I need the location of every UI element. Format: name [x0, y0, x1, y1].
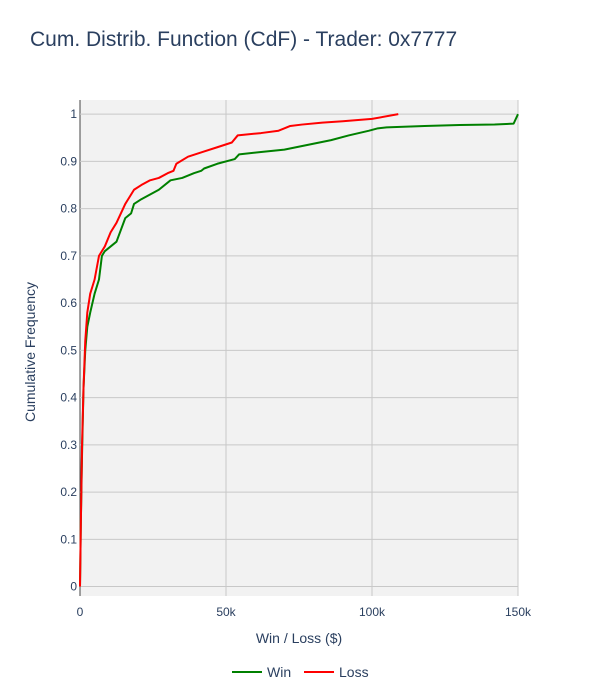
x-tick-label: 100k: [359, 605, 386, 619]
legend-item-win[interactable]: Win: [232, 664, 291, 680]
y-gridlines: [80, 113, 518, 588]
chart-title: Cum. Distrib. Function (CdF) - Trader: 0…: [30, 28, 458, 51]
y-tick-label: 0.1: [60, 532, 77, 546]
x-tick-label: 0: [77, 605, 84, 619]
y-axis-title: Cumulative Frequency: [22, 282, 38, 422]
legend-item-loss[interactable]: Loss: [304, 664, 369, 680]
legend-label: Loss: [339, 664, 369, 680]
y-tick-label: 0.6: [60, 296, 77, 310]
x-tick-labels: 0 50k 100k 150k: [77, 605, 532, 619]
series-layer: [79, 113, 519, 587]
y-tick-label: 0.5: [60, 343, 77, 357]
legend-label: Win: [267, 664, 291, 680]
y-tick-label: 1: [70, 107, 77, 121]
y-tick-labels: 0 0.1 0.2 0.3 0.4 0.5 0.6 0.7 0.8 0.9 1: [60, 107, 77, 593]
y-tick-label: 0.3: [60, 438, 77, 452]
y-tick-label: 0.9: [60, 154, 77, 168]
x-tick-label: 150k: [505, 605, 532, 619]
plot-area: [80, 100, 518, 596]
y-tick-label: 0.2: [60, 485, 77, 499]
legend[interactable]: Win Loss: [232, 664, 369, 680]
series-line-win: [79, 113, 519, 587]
y-tick-label: 0.7: [60, 249, 77, 263]
y-tick-label: 0.4: [60, 391, 77, 405]
y-tick-label: 0: [70, 580, 77, 594]
x-axis-title: Win / Loss ($): [256, 630, 342, 646]
series-line-loss: [79, 113, 399, 587]
y-tick-label: 0.8: [60, 202, 77, 216]
x-tick-label: 50k: [216, 605, 236, 619]
